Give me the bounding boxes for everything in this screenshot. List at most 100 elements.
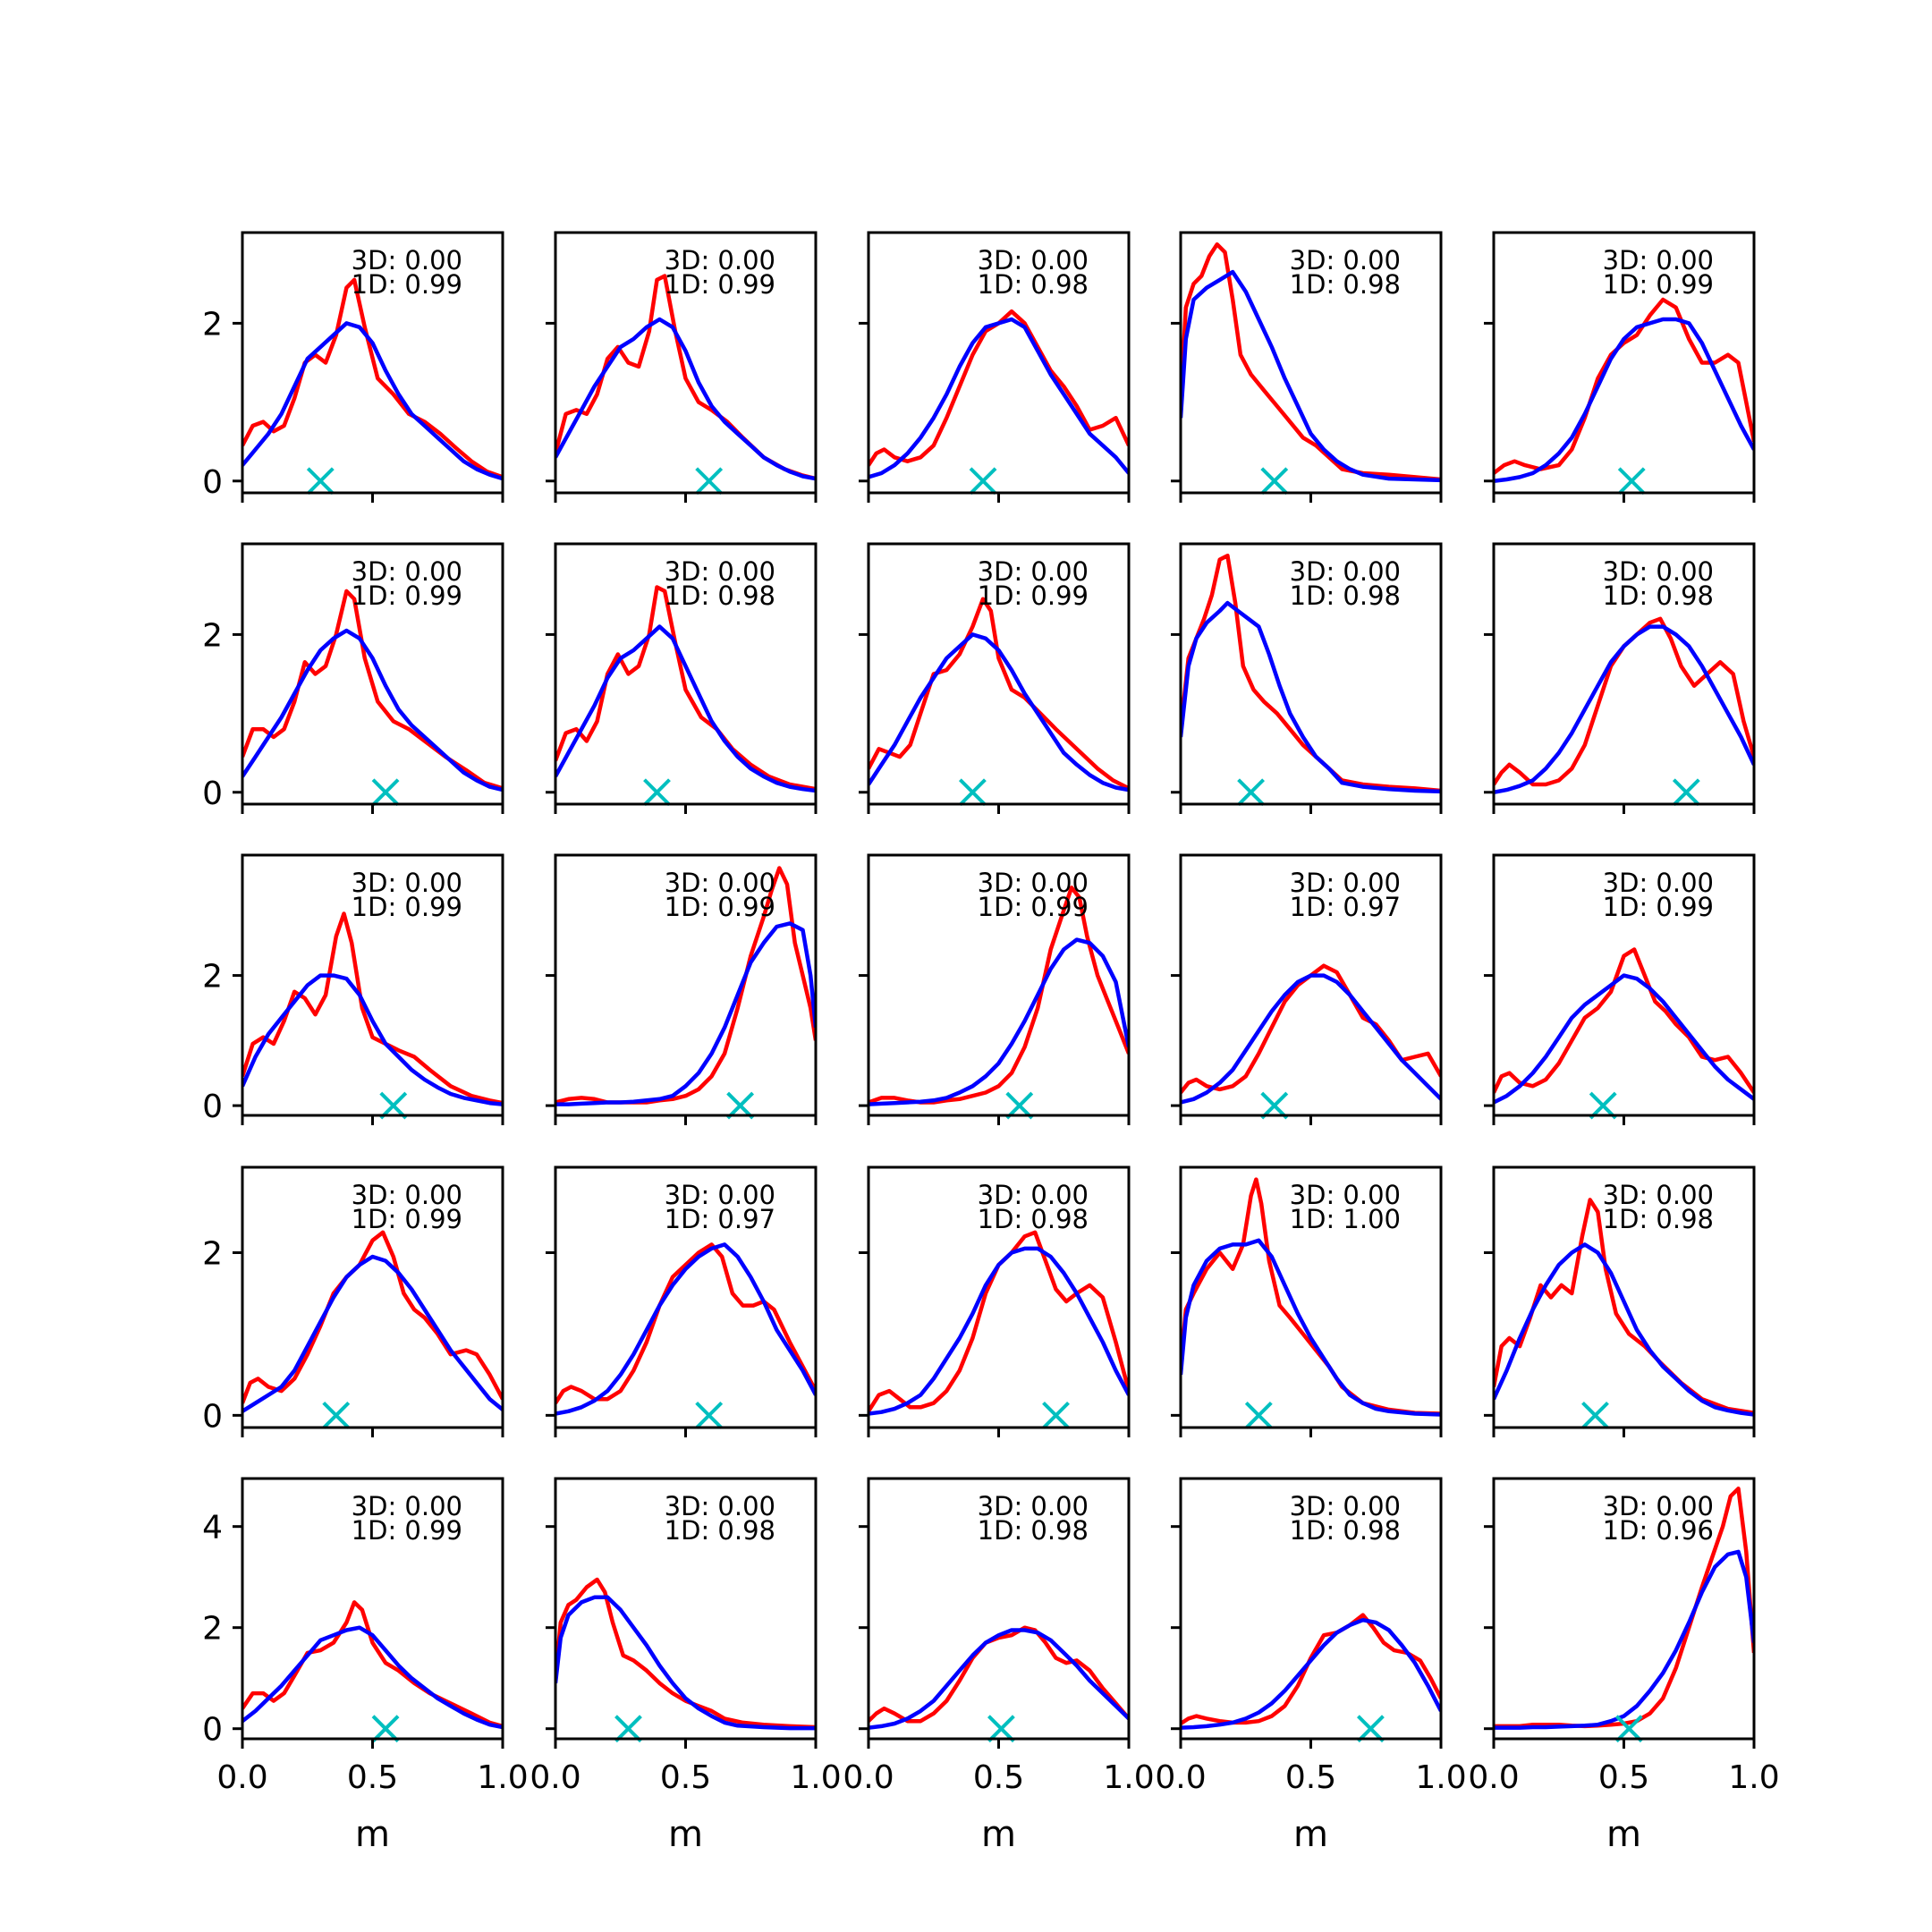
series-line-blue [555,921,816,1106]
annotation-line-2: 1D: 0.98 [1290,580,1401,611]
y-tick-label: 2 [202,306,223,343]
annotation-line-2: 1D: 0.98 [1290,1515,1401,1546]
series-group [1494,947,1754,1105]
x-axis-label: m [1293,1814,1328,1855]
series-line-blue [1494,317,1754,484]
series-group [242,277,503,481]
annotation-line-2: 1D: 0.99 [352,269,462,300]
marker-x [1617,467,1646,496]
marker-x [371,1715,400,1743]
annotation-line-2: 1D: 0.98 [1603,580,1714,611]
x-tick-label: 0.0 [216,1759,267,1796]
series-group [242,1600,503,1730]
x-tick-label: 1.0 [1728,1759,1779,1796]
marker-x [695,1401,724,1429]
annotation-line-1: 3D: 0.00 [1603,556,1714,587]
annotation-line-2: 1D: 0.99 [352,580,462,611]
annotation-line-2: 1D: 0.99 [352,892,462,922]
x-tick-label: 0.0 [1155,1759,1206,1796]
series-group [555,866,816,1106]
y-tick-label: 4 [202,1510,223,1546]
annotation-line-2: 1D: 0.98 [665,1515,775,1546]
x-tick-label: 0.5 [660,1759,711,1796]
annotation-line-2: 1D: 0.97 [665,1204,775,1234]
series-line-red [242,277,503,479]
annotation-line-1: 3D: 0.00 [352,556,462,587]
annotation-line-2: 1D: 0.98 [978,1515,1089,1546]
annotation-line-1: 3D: 0.00 [1290,556,1401,587]
marker-x [614,1715,642,1743]
marker-x [958,778,987,807]
series-line-blue [869,937,1129,1106]
series-group [869,1625,1129,1730]
x-axis-label: m [668,1814,703,1855]
annotation-line-1: 3D: 0.00 [665,245,775,275]
annotation-line-2: 1D: 1.00 [1290,1204,1401,1234]
y-tick-label: 0 [202,1089,223,1125]
marker-x [379,1091,408,1120]
marker-x [1357,1715,1385,1743]
marker-x [1005,1091,1034,1120]
x-tick-label: 0.0 [843,1759,894,1796]
marker-x [322,1401,351,1429]
x-tick-label: 0.5 [347,1759,398,1796]
series-line-blue [869,317,1129,479]
annotation-line-2: 1D: 0.99 [352,1204,462,1234]
series-line-blue [1494,1242,1754,1417]
annotation-line-2: 1D: 0.97 [1290,892,1401,922]
series-line-blue [1494,973,1754,1105]
series-line-blue [555,1595,816,1731]
series-line-blue [242,1625,503,1730]
series-group [555,1242,816,1416]
series-group [1181,1177,1441,1417]
annotation-line-1: 3D: 0.00 [352,1180,462,1210]
annotation-line-1: 3D: 0.00 [1603,245,1714,275]
series-line-blue [242,321,503,481]
marker-x [1260,467,1289,496]
series-line-blue [555,317,816,481]
series-line-red [555,585,816,792]
annotation-line-1: 3D: 0.00 [978,556,1089,587]
series-line-blue [1181,1238,1441,1417]
marker-x [969,467,997,496]
series-line-blue [242,1254,503,1413]
annotation-line-1: 3D: 0.00 [1290,868,1401,898]
series-line-blue [869,1246,1129,1416]
series-line-blue [1181,600,1441,794]
marker-x [643,778,671,807]
x-tick-label: 0.0 [1468,1759,1519,1796]
series-line-red [242,911,503,1106]
series-group [869,309,1129,479]
y-tick-label: 2 [202,1611,223,1648]
series-group [1494,1198,1754,1417]
marker-x [306,467,335,496]
annotation-line-1: 3D: 0.00 [665,556,775,587]
marker-x [1244,1401,1273,1429]
y-tick-label: 2 [202,959,223,996]
annotation-line-2: 1D: 0.99 [352,1515,462,1546]
marker-x [1589,1091,1617,1120]
marker-x [1237,778,1265,807]
series-group [242,911,503,1106]
series-group [242,589,503,792]
annotation-line-1: 3D: 0.00 [978,868,1089,898]
marker-x [987,1715,1015,1743]
x-tick-label: 1.0 [790,1759,841,1796]
annotation-line-2: 1D: 0.99 [665,269,775,300]
series-line-blue [555,1242,816,1416]
marker-x [1614,1715,1643,1743]
annotation-line-2: 1D: 0.98 [665,580,775,611]
